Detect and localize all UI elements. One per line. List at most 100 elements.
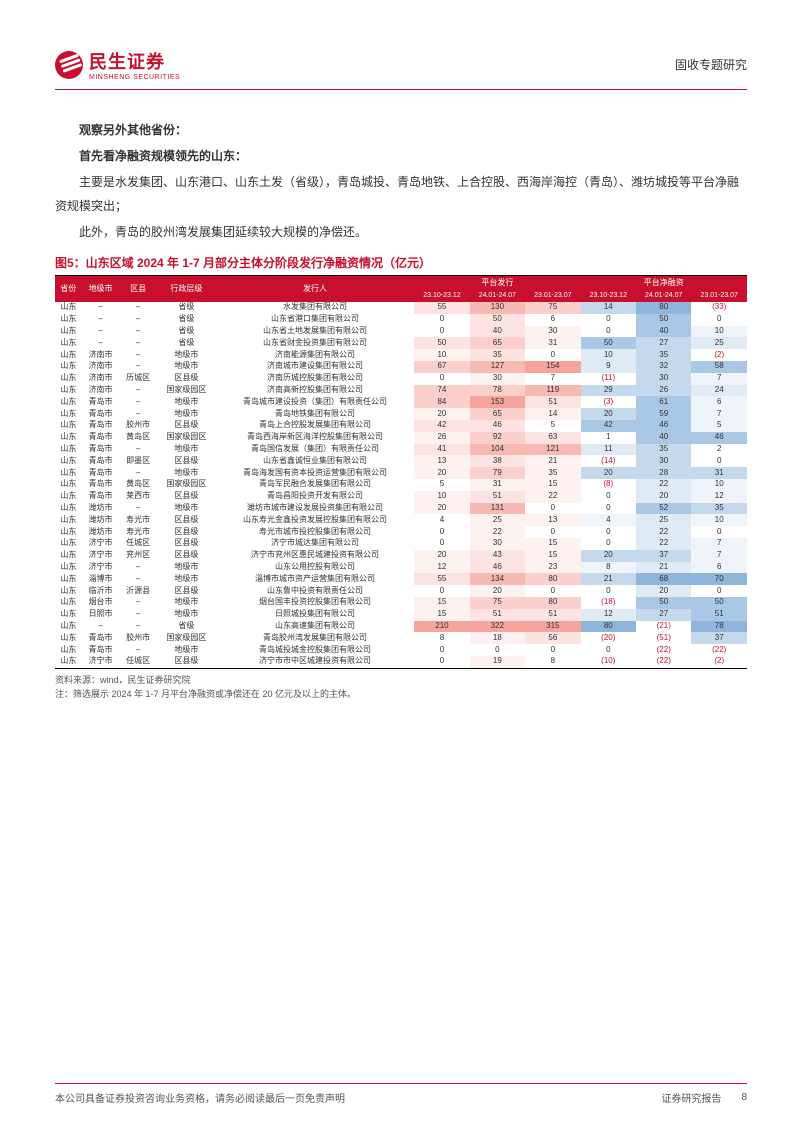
header-category: 固收专题研究 bbox=[675, 56, 747, 73]
table-cell-value: 35 bbox=[636, 349, 691, 361]
table-cell: 省级 bbox=[157, 302, 216, 314]
table-cell: 山东 bbox=[55, 656, 82, 668]
table-cell-value: 11 bbox=[581, 444, 636, 456]
table-cell: 区县级 bbox=[157, 538, 216, 550]
table-cell: 沂源县 bbox=[119, 585, 157, 597]
table-cell: 区县级 bbox=[157, 373, 216, 385]
table-cell: 地级市 bbox=[157, 644, 216, 656]
table-cell-value: 130 bbox=[470, 302, 525, 314]
table-cell-value: 40 bbox=[470, 326, 525, 338]
table-cell: 潍坊市 bbox=[82, 514, 120, 526]
table-cell-value: 50 bbox=[470, 314, 525, 326]
table-cell-value: 55 bbox=[414, 302, 469, 314]
table-cell-value: 2 bbox=[691, 444, 747, 456]
table-cell: – bbox=[119, 621, 157, 633]
table-cell-value: 20 bbox=[414, 503, 469, 515]
table-cell-value: (51) bbox=[636, 632, 691, 644]
table-cell-value: 20 bbox=[581, 408, 636, 420]
table-cell-value: 6 bbox=[691, 396, 747, 408]
table-cell-value: 9 bbox=[581, 361, 636, 373]
table-cell-value: 46 bbox=[470, 562, 525, 574]
header-divider bbox=[55, 89, 747, 90]
table-cell-value: 80 bbox=[581, 621, 636, 633]
table-cell-value: 92 bbox=[470, 432, 525, 444]
table-cell: 山东 bbox=[55, 609, 82, 621]
table-row: 山东日照市–地级市日照城投集团有限公司155151122751 bbox=[55, 609, 747, 621]
table-cell: – bbox=[119, 326, 157, 338]
th-issuer: 发行人 bbox=[216, 276, 414, 302]
table-cell: 山东 bbox=[55, 503, 82, 515]
table-cell-value: 0 bbox=[581, 491, 636, 503]
table-cell: 区县级 bbox=[157, 550, 216, 562]
table-cell: 淄博市 bbox=[82, 573, 120, 585]
table-cell-value: (33) bbox=[691, 302, 747, 314]
table-cell-value: 20 bbox=[414, 467, 469, 479]
table-cell-value: 10 bbox=[691, 326, 747, 338]
table-cell: 地级市 bbox=[157, 396, 216, 408]
table-cell-value: 20 bbox=[581, 550, 636, 562]
table-cell: – bbox=[119, 396, 157, 408]
table-cell-value: 63 bbox=[525, 432, 580, 444]
table-cell: 国家级园区 bbox=[157, 479, 216, 491]
table-cell-value: (8) bbox=[581, 479, 636, 491]
table-cell-value: 0 bbox=[525, 349, 580, 361]
th-s2: 24.01-24.07 bbox=[470, 290, 525, 302]
table-row: 山东––省级山东省财金投资集团有限公司506531502725 bbox=[55, 337, 747, 349]
table-cell: 青岛地铁集团有限公司 bbox=[216, 408, 414, 420]
table-cell-value: 65 bbox=[470, 337, 525, 349]
table-cell-value: 46 bbox=[691, 432, 747, 444]
table-cell-value: (22) bbox=[636, 656, 691, 668]
table-cell: 济宁市城达集团有限公司 bbox=[216, 538, 414, 550]
table-cell: 莱西市 bbox=[119, 491, 157, 503]
table-cell: 山东省财金投资集团有限公司 bbox=[216, 337, 414, 349]
table-cell: 地级市 bbox=[157, 562, 216, 574]
table-title: 图5：山东区域 2024 年 1-7 月部分主体分阶段发行净融资情况（亿元） bbox=[55, 254, 747, 271]
table-cell-value: 8 bbox=[414, 632, 469, 644]
table-cell: 青岛上合控股发展集团有限公司 bbox=[216, 420, 414, 432]
table-cell-value: 56 bbox=[525, 632, 580, 644]
table-cell: 山东省港口集团有限公司 bbox=[216, 314, 414, 326]
table-cell-value: 20 bbox=[470, 585, 525, 597]
table-row: 山东青岛市胶州市区县级青岛上合控股发展集团有限公司4246542465 bbox=[55, 420, 747, 432]
table-cell-value: 27 bbox=[636, 609, 691, 621]
table-cell-value: 10 bbox=[691, 479, 747, 491]
table-cell: 省级 bbox=[157, 314, 216, 326]
th-s4: 23.10-23.12 bbox=[581, 290, 636, 302]
table-cell: 山东 bbox=[55, 562, 82, 574]
table-cell: 地级市 bbox=[157, 349, 216, 361]
table-cell-value: 22 bbox=[636, 538, 691, 550]
table-cell: 山东 bbox=[55, 644, 82, 656]
table-cell-value: 0 bbox=[691, 455, 747, 467]
table-cell-value: 0 bbox=[414, 644, 469, 656]
table-cell-value: 0 bbox=[581, 585, 636, 597]
table-cell: 山东省鑫诚恒业集团有限公司 bbox=[216, 455, 414, 467]
table-cell-value: 14 bbox=[581, 302, 636, 314]
table-cell-value: 15 bbox=[525, 550, 580, 562]
header: 民生证券 MINSHENG SECURITIES 固收专题研究 bbox=[55, 48, 747, 81]
table-cell: – bbox=[119, 562, 157, 574]
table-cell: 山东 bbox=[55, 385, 82, 397]
table-cell: 山东 bbox=[55, 550, 82, 562]
data-table: 省份 地级市 区县 行政层级 发行人 平台发行 平台净融资 23.10-23.1… bbox=[55, 275, 747, 669]
table-cell-value: 153 bbox=[470, 396, 525, 408]
table-cell-value: 12 bbox=[414, 562, 469, 574]
table-cell-value: 51 bbox=[525, 609, 580, 621]
table-cell: 省级 bbox=[157, 337, 216, 349]
table-cell-value: 7 bbox=[691, 538, 747, 550]
table-cell-value: 80 bbox=[525, 597, 580, 609]
table-cell-value: 0 bbox=[414, 373, 469, 385]
table-cell: 山东 bbox=[55, 514, 82, 526]
table-cell: – bbox=[119, 408, 157, 420]
para-1: 观察另外其他省份： bbox=[55, 118, 747, 142]
table-cell: 青岛市 bbox=[82, 632, 120, 644]
table-cell: 青岛海发国有资本投资运营集团有限公司 bbox=[216, 467, 414, 479]
table-cell-value: 127 bbox=[470, 361, 525, 373]
table-cell-value: (10) bbox=[581, 656, 636, 668]
table-cell-value: 13 bbox=[525, 514, 580, 526]
table-cell: 济南市 bbox=[82, 385, 120, 397]
table-row: 山东济宁市任城区区县级济宁市城达集团有限公司030150227 bbox=[55, 538, 747, 550]
table-cell-value: 46 bbox=[470, 420, 525, 432]
table-cell: 山东 bbox=[55, 396, 82, 408]
table-cell: 山东 bbox=[55, 573, 82, 585]
th-province: 省份 bbox=[55, 276, 82, 302]
